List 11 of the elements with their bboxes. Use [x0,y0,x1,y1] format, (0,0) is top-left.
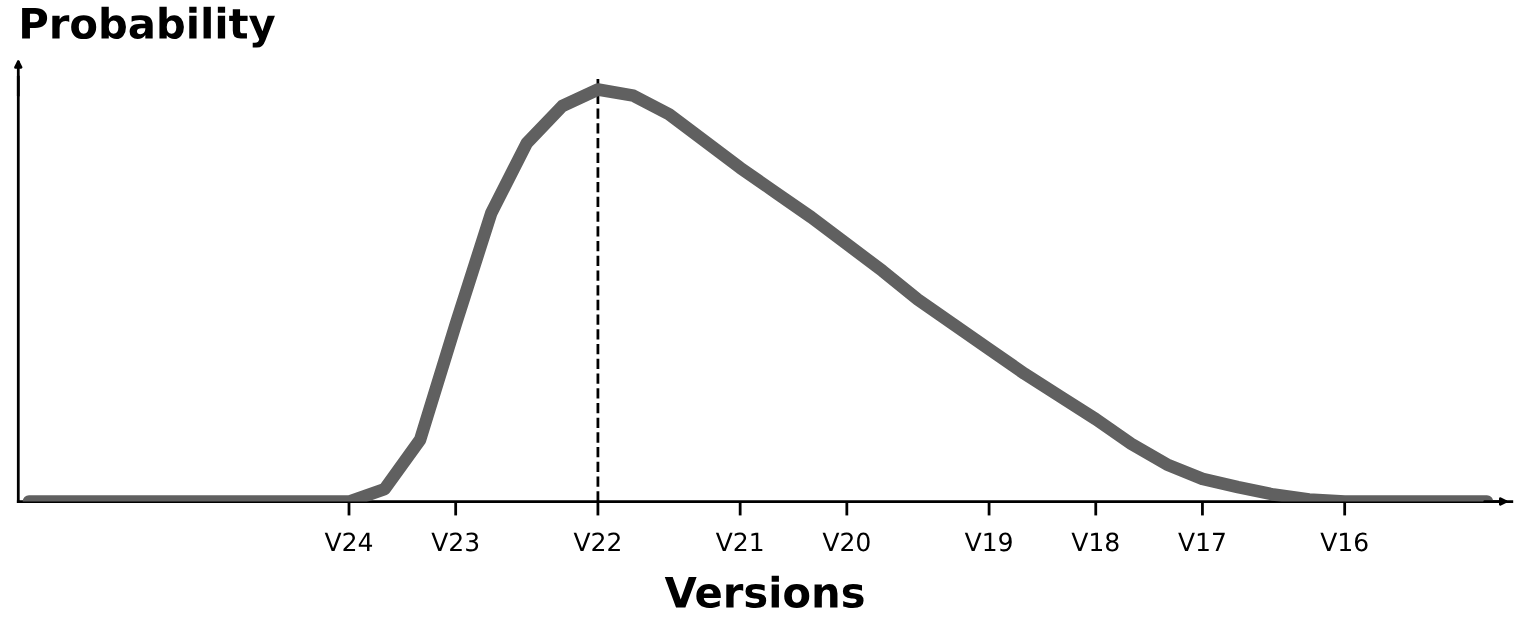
x-tick-label: V23 [431,532,479,552]
x-tick-label: V16 [1320,532,1368,552]
x-tick-label: V19 [964,532,1012,552]
x-tick-label: V17 [1178,532,1225,552]
x-tick-label: V21 [715,532,763,552]
x-axis-title: Versions [664,575,864,608]
y-axis-title: Probability [22,6,275,48]
x-tick-label: V18 [1071,532,1119,552]
x-tick-label: V22 [573,532,620,552]
x-tick-label: V20 [822,532,870,552]
x-tick-label: V24 [324,532,373,552]
